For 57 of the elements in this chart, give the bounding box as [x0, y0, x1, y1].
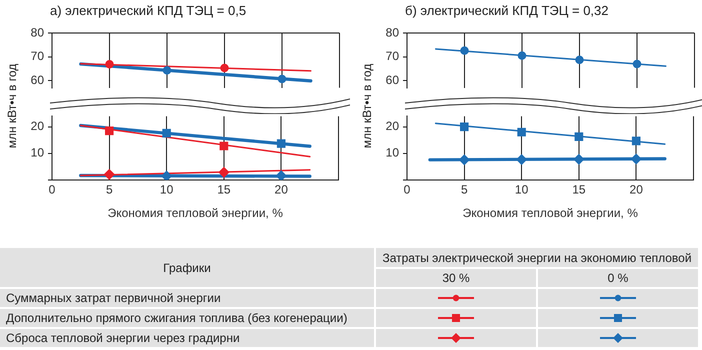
text: Суммарных затрат первичной энергии — [0, 289, 374, 307]
x-axis-title: Экономия тепловой энергии, % — [108, 206, 284, 220]
y-tick-label: 60 — [386, 72, 400, 87]
x-tick-label: 15 — [572, 182, 586, 197]
x-tick-label: 10 — [514, 182, 529, 197]
y-axis-title: млн кВт•ч в год — [5, 64, 19, 148]
point — [220, 142, 228, 150]
chart-title: а) электрический КПД ТЭЦ = 0,5 — [50, 3, 246, 18]
point — [516, 154, 527, 165]
point — [459, 154, 470, 166]
point — [162, 128, 171, 138]
y-tick-label: 70 — [386, 49, 400, 64]
y-tick-label: 20 — [386, 119, 400, 134]
text: Дополнительно прямого сжигания топлива (без когенерации) — [0, 309, 374, 327]
point — [632, 136, 640, 146]
point — [105, 126, 114, 136]
x-tick-label: 15 — [217, 182, 231, 197]
text: Затраты электрической энергии на экономию тепловой — [376, 248, 698, 267]
point — [220, 64, 229, 72]
chart-title: б) электрический КПД ТЭЦ = 0,32 — [405, 3, 609, 18]
x-tick-label: 5 — [460, 182, 468, 197]
point — [276, 170, 286, 180]
point — [218, 167, 230, 178]
y-tick-label: 70 — [30, 49, 44, 64]
x-tick-label: 0 — [48, 182, 56, 197]
x-tick-label: 0 — [404, 182, 411, 197]
x-tick-label: 10 — [160, 182, 174, 197]
point — [278, 74, 286, 84]
x-axis-title: Экономия тепловой энергии, % — [462, 206, 638, 220]
point — [517, 128, 526, 136]
point — [460, 46, 469, 55]
text: Сброса тепловой энергии через градирни — [0, 329, 374, 347]
point — [276, 139, 286, 148]
point — [460, 122, 469, 132]
point — [518, 51, 526, 60]
point — [104, 169, 115, 180]
y-tick-label: 60 — [30, 72, 44, 87]
x-tick-label: 20 — [630, 182, 644, 197]
point — [575, 56, 584, 64]
y-tick-label: 20 — [30, 119, 44, 134]
text: 0 % — [538, 269, 698, 287]
point — [574, 132, 584, 141]
text: 30 % — [376, 269, 536, 287]
y-tick-label: 10 — [30, 146, 44, 160]
y-tick-label: 80 — [386, 25, 400, 40]
point — [105, 60, 114, 68]
point — [162, 66, 172, 75]
text: Графики — [0, 248, 374, 287]
y-tick-label: 10 — [386, 146, 400, 160]
x-tick-label: 20 — [274, 182, 288, 197]
point — [632, 60, 642, 68]
x-tick-label: 5 — [106, 182, 113, 197]
y-axis-title: млн кВт•ч в год — [360, 64, 374, 148]
point — [574, 154, 584, 165]
point — [161, 170, 172, 180]
point — [630, 154, 642, 164]
y-tick-label: 80 — [30, 25, 44, 40]
